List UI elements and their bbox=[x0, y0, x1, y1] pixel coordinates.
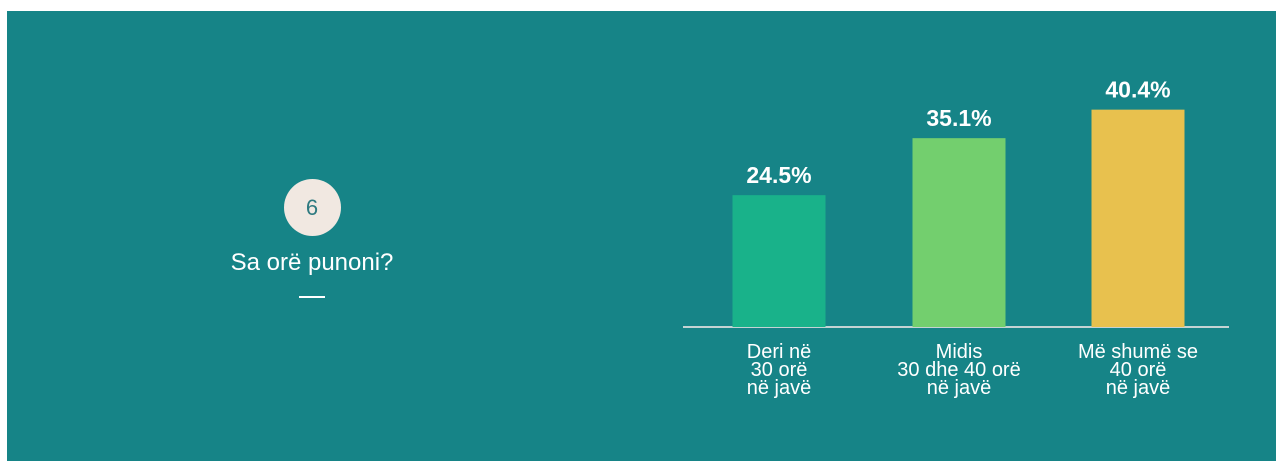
category-label: Më shumë se 40 orë në javë bbox=[1078, 341, 1198, 399]
bar-value-label: 35.1% bbox=[926, 105, 991, 131]
bar bbox=[1091, 109, 1185, 327]
category-label: Midis 30 dhe 40 orë në javë bbox=[897, 341, 1020, 399]
title-underline-dash bbox=[299, 296, 325, 298]
bar-value-label: 24.5% bbox=[746, 162, 811, 188]
bar-value-label: 40.4% bbox=[1105, 77, 1170, 103]
bar bbox=[912, 138, 1006, 327]
bar bbox=[732, 195, 826, 327]
question-title: Sa orë punoni? bbox=[230, 249, 394, 276]
bar-chart: 24.5% Deri në 30 orë në javë 35.1% Midis 30 dh… bbox=[683, 77, 1229, 399]
question-block: 6 Sa orë punoni? bbox=[157, 179, 467, 298]
category-label: Deri në 30 orë në javë bbox=[747, 341, 812, 399]
chart-panel: 6 Sa orë punoni? 24.5% Deri në 30 orë në ja… bbox=[7, 11, 1276, 461]
question-number-badge: 6 bbox=[283, 179, 341, 236]
